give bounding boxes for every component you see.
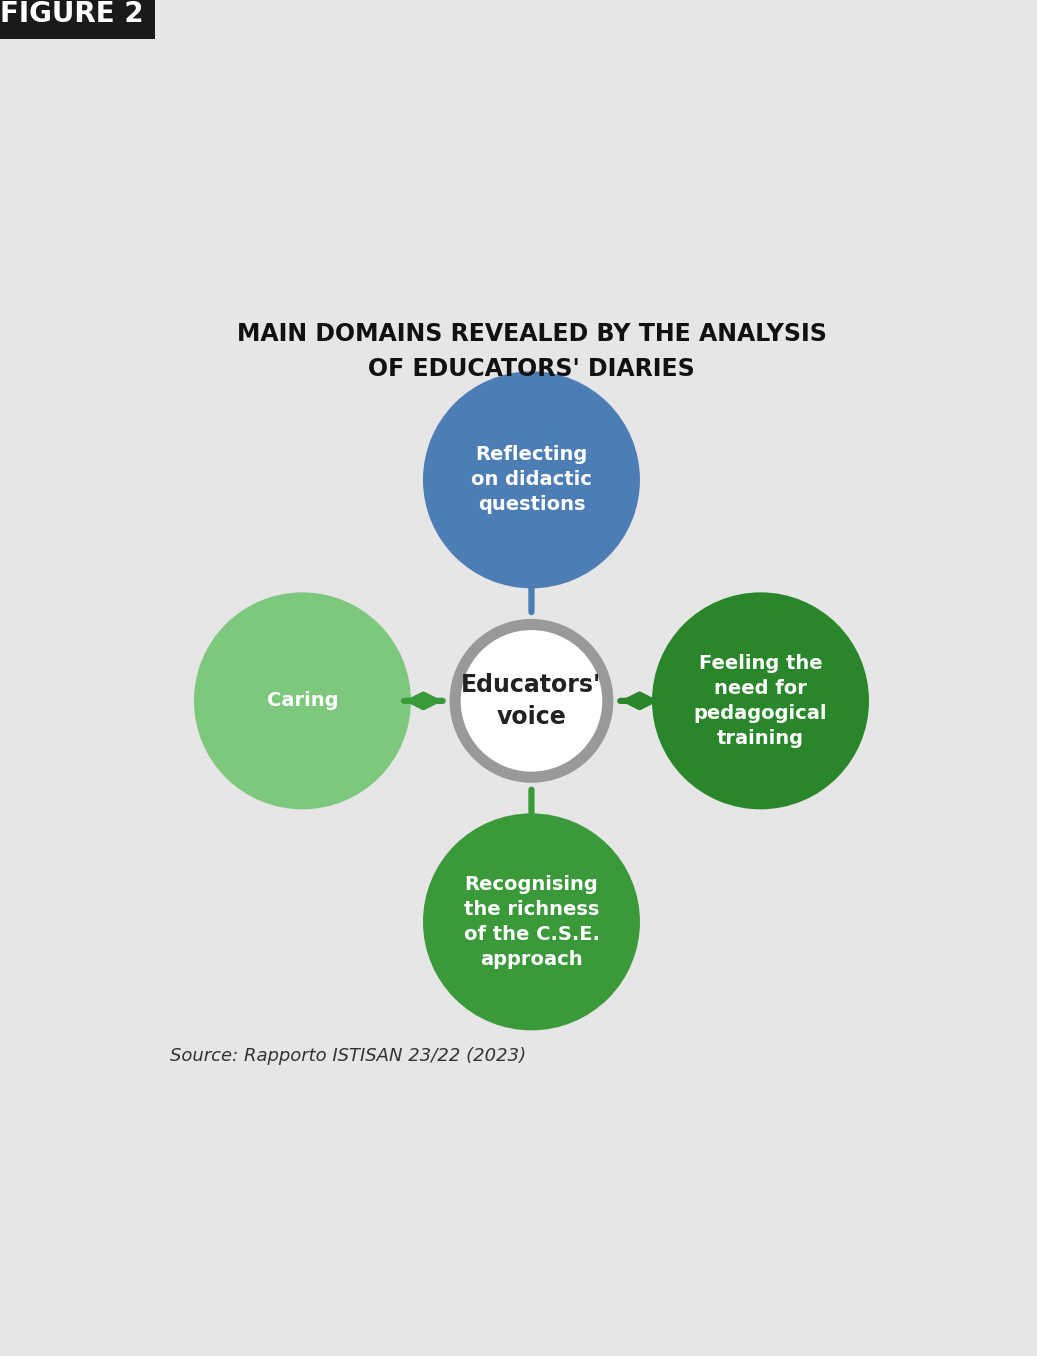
Circle shape xyxy=(455,625,608,777)
Text: FIGURE 2: FIGURE 2 xyxy=(0,0,144,28)
Circle shape xyxy=(423,814,640,1031)
Text: Feeling the
need for
pedagogical
training: Feeling the need for pedagogical trainin… xyxy=(694,654,828,749)
Text: Recognising
the richness
of the C.S.E.
approach: Recognising the richness of the C.S.E. a… xyxy=(464,875,599,970)
Circle shape xyxy=(194,593,411,810)
Text: Caring: Caring xyxy=(267,692,338,711)
Text: Educators'
voice: Educators' voice xyxy=(461,673,601,728)
Text: Reflecting
on didactic
questions: Reflecting on didactic questions xyxy=(471,445,592,514)
Circle shape xyxy=(652,593,869,810)
Text: MAIN DOMAINS REVEALED BY THE ANALYSIS
OF EDUCATORS' DIARIES: MAIN DOMAINS REVEALED BY THE ANALYSIS OF… xyxy=(236,321,826,381)
Text: Source: Rapporto ISTISAN 23/22 (2023): Source: Rapporto ISTISAN 23/22 (2023) xyxy=(170,1047,526,1064)
Circle shape xyxy=(423,372,640,589)
